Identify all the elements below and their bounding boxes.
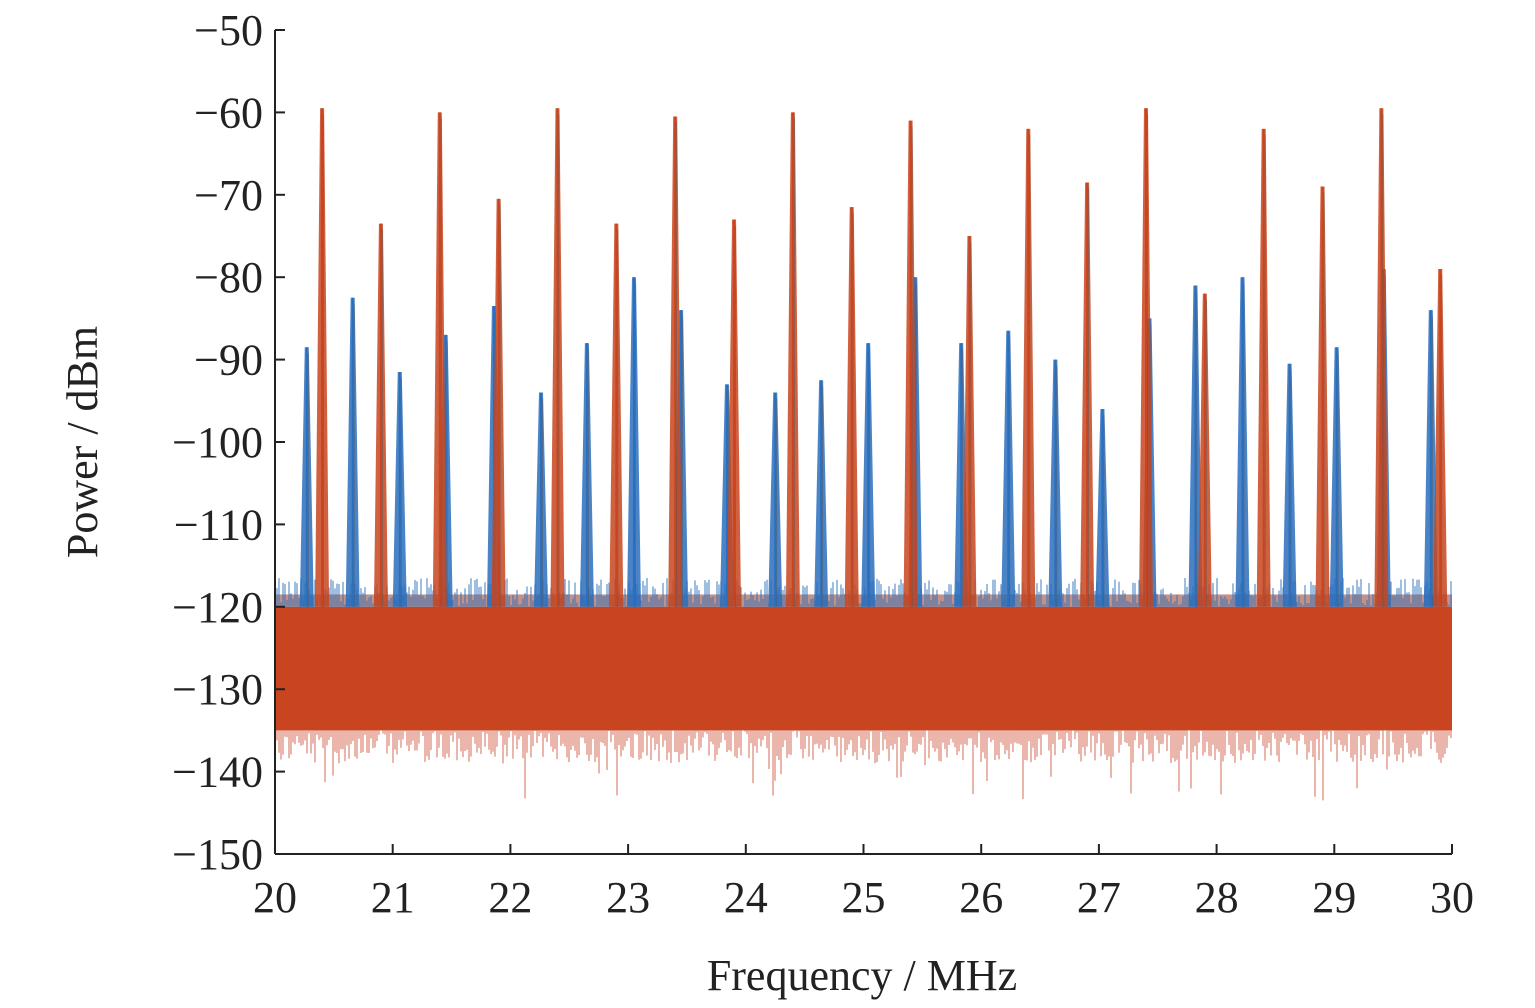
- spectral-peak: [727, 219, 742, 607]
- peak-layer: [299, 108, 1448, 607]
- spectral-peak: [491, 198, 506, 607]
- x-tick-label: 21: [371, 873, 415, 922]
- y-tick-label: −150: [172, 830, 263, 879]
- spectral-peak: [432, 112, 447, 607]
- spectral-peak: [1433, 268, 1448, 607]
- y-tick-label: −120: [172, 583, 263, 632]
- spectral-peak: [315, 108, 330, 607]
- spectral-peak: [299, 347, 314, 607]
- spectral-peak: [1095, 409, 1110, 607]
- x-tick-label: 24: [724, 873, 768, 922]
- spectral-peak: [1080, 182, 1095, 607]
- spectral-peak: [1001, 330, 1016, 607]
- spectral-peak: [579, 343, 594, 607]
- x-axis-label: Frequency / MHz: [707, 951, 1017, 1000]
- spectral-peak: [550, 108, 565, 607]
- spectral-peak: [668, 116, 683, 607]
- noise-lower-spikes: [276, 730, 1452, 801]
- spectral-peak: [903, 120, 918, 607]
- spectral-peak: [1138, 108, 1153, 607]
- spectral-peak: [1315, 186, 1330, 607]
- x-tick-label: 28: [1195, 873, 1239, 922]
- y-tick-label: −90: [194, 336, 263, 385]
- spectral-peak: [844, 207, 859, 607]
- y-tick-label: −110: [174, 500, 263, 549]
- spectral-peak: [768, 392, 783, 607]
- spectral-peak: [1423, 310, 1438, 607]
- y-tick-label: −70: [194, 171, 263, 220]
- noise-floor-band: [276, 606, 1452, 731]
- y-tick-label: −80: [194, 253, 263, 302]
- spectral-peak: [962, 236, 977, 607]
- x-tick-label: 23: [606, 873, 650, 922]
- spectral-peak: [392, 371, 407, 607]
- x-tick-label: 25: [842, 873, 886, 922]
- spectral-peak: [861, 343, 876, 607]
- spectral-peak: [373, 223, 388, 607]
- spectral-peak: [345, 297, 360, 607]
- spectral-peak: [785, 112, 800, 607]
- y-tick-label: −130: [172, 665, 263, 714]
- x-tick-label: 26: [959, 873, 1003, 922]
- x-tick-label: 22: [488, 873, 532, 922]
- spectral-peak: [1197, 293, 1212, 607]
- spectral-peak: [1235, 277, 1250, 607]
- y-tick-label: −140: [172, 748, 263, 797]
- y-axis-label: Power / dBm: [58, 326, 107, 558]
- y-tick-label: −60: [194, 88, 263, 137]
- noise-floor-layer: [276, 577, 1452, 801]
- spectral-peak: [814, 380, 829, 607]
- x-tick-label: 27: [1077, 873, 1121, 922]
- spectral-peak: [1048, 359, 1063, 607]
- spectral-peak: [1188, 285, 1203, 607]
- spectral-peak: [1282, 363, 1297, 607]
- y-tick-label: −100: [172, 418, 263, 467]
- y-tick-label: −50: [194, 6, 263, 55]
- y-ticks: −50 −60 −70 −80 −90 −100 −110 −120 −130 −140 −150: [172, 6, 285, 879]
- x-ticks: 20 21 22 23 24 25 26 27 28 29 30: [253, 844, 1474, 922]
- spectral-peak: [1374, 108, 1389, 607]
- spectral-peak: [1256, 128, 1271, 607]
- spectral-peak: [1021, 128, 1036, 607]
- x-tick-label: 30: [1430, 873, 1474, 922]
- spectral-peak: [534, 392, 549, 607]
- x-tick-label: 29: [1312, 873, 1356, 922]
- x-tick-label: 20: [253, 873, 297, 922]
- spectral-peak: [1329, 347, 1344, 607]
- spectral-peak: [626, 277, 641, 607]
- spectral-peak: [609, 223, 624, 607]
